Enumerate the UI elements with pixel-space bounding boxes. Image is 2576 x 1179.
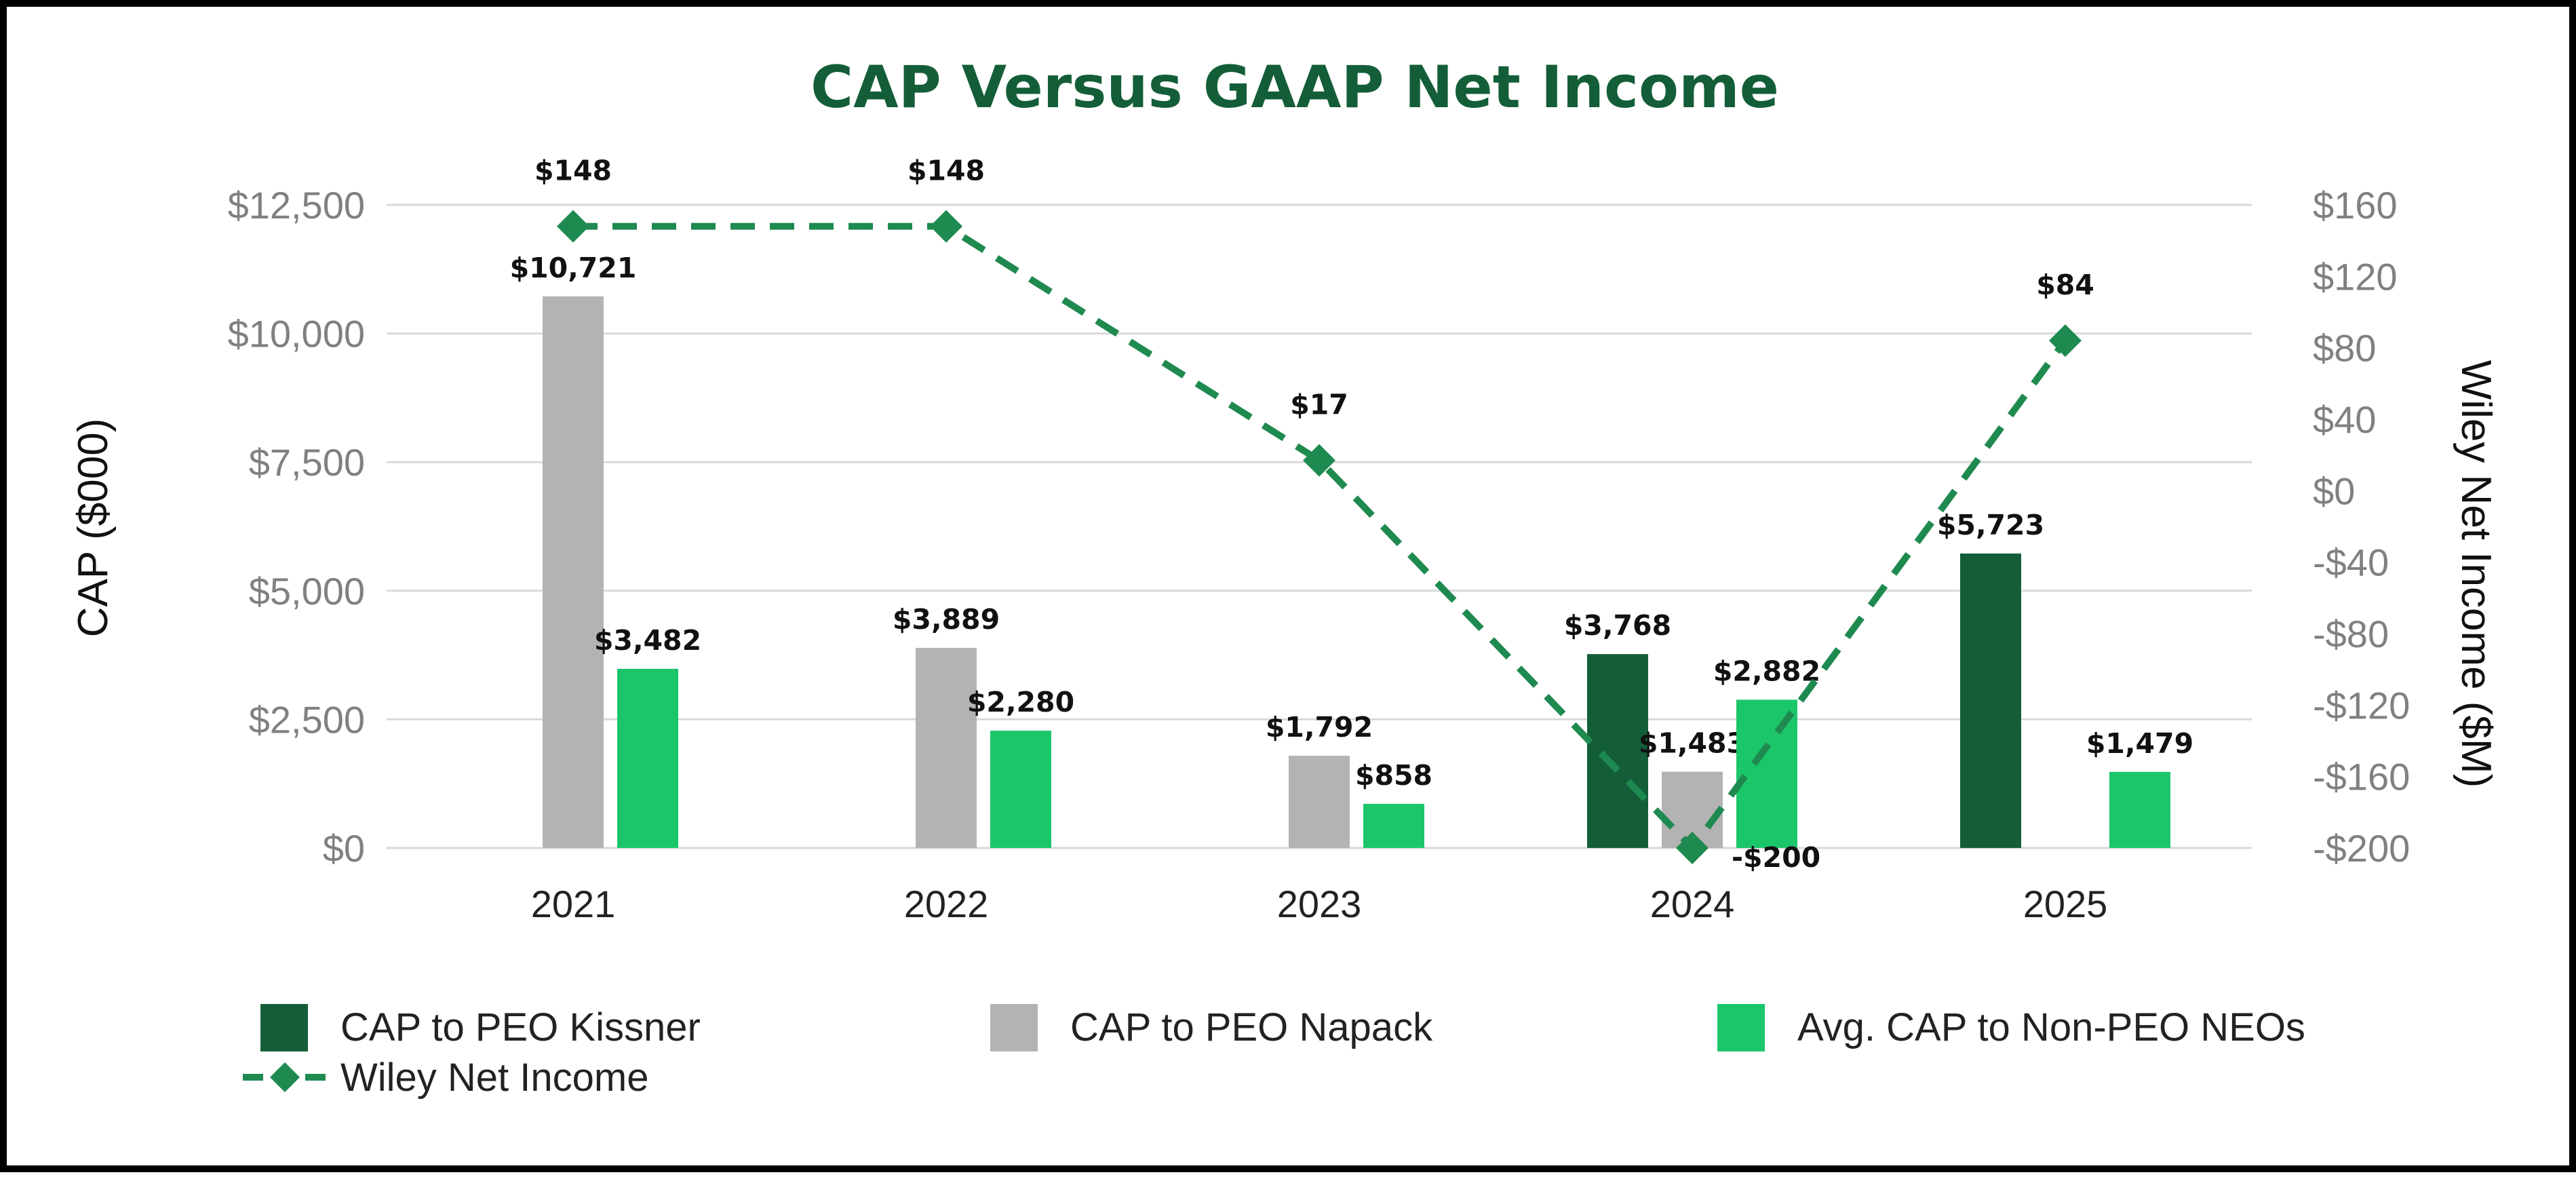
line-point <box>1676 832 1709 864</box>
bar <box>617 668 678 848</box>
y-axis-left: $0 $2,500 $5,000 $7,500 $10,000 $12,500 <box>228 184 365 870</box>
y-tick-label: $2,500 <box>249 698 365 741</box>
bar <box>916 648 977 848</box>
legend-swatch <box>990 1004 1038 1051</box>
chart-title: CAP Versus GAAP Net Income <box>811 54 1779 121</box>
y2-tick-label: $160 <box>2313 184 2398 227</box>
line-point <box>2049 324 2082 357</box>
line-point <box>1303 444 1335 477</box>
bar-data-label: $5,723 <box>1937 509 2044 541</box>
bar-data-label: $1,792 <box>1266 711 1373 743</box>
y-tick-label: $7,500 <box>249 441 365 484</box>
line-data-label: $148 <box>534 155 612 187</box>
bar <box>990 731 1051 848</box>
bar <box>543 296 604 848</box>
bar-data-label: $10,721 <box>510 252 637 284</box>
grid-layer <box>387 204 2252 849</box>
bar-data-label: $2,280 <box>967 686 1074 718</box>
y2-tick-label: -$40 <box>2313 541 2389 584</box>
chart-svg: CAP Versus GAAP Net Income $0 $2,500 $5,00… <box>70 54 2499 1100</box>
y-axis-title: CAP ($000) <box>70 419 117 638</box>
legend-label: Wiley Net Income <box>340 1056 648 1100</box>
line-series <box>573 223 2069 853</box>
legend-line-marker <box>270 1062 300 1092</box>
line-point <box>557 210 589 243</box>
legend-swatch <box>1717 1004 1765 1051</box>
bar-data-label: $1,479 <box>2086 727 2193 760</box>
bar <box>1289 756 1350 848</box>
y-tick-label: $10,000 <box>228 313 365 355</box>
y2-tick-label: -$160 <box>2313 756 2410 798</box>
bar-data-label: $858 <box>1355 759 1432 792</box>
bar-data-label: $1,483 <box>1639 727 1746 760</box>
legend: CAP to PEO Kissner CAP to PEO Napack Avg. … <box>243 1004 2305 1100</box>
x-axis: 2021 2022 2023 2024 2025 <box>531 883 2108 925</box>
legend-label: Avg. CAP to Non-PEO NEOs <box>1797 1005 2305 1049</box>
bar <box>1587 654 1648 848</box>
y-tick-label: $12,500 <box>228 184 365 227</box>
line-data-label: $84 <box>2036 269 2094 301</box>
line-layer: $148 $148 $17 -$200 $84 <box>534 155 2094 874</box>
line-data-label: $17 <box>1290 389 1348 421</box>
bar-data-label: $3,768 <box>1564 609 1671 642</box>
bars-layer: $3,768 $5,723 $10,721 $3,889 $1,792 $1,483 $3,… <box>510 252 2193 848</box>
y2-tick-label: $40 <box>2313 398 2376 441</box>
y-tick-label: $5,000 <box>249 570 365 613</box>
line-data-label: -$200 <box>1732 841 1820 874</box>
x-tick-label: 2021 <box>531 883 616 925</box>
bar <box>1363 803 1424 848</box>
bar-data-label: $3,482 <box>594 624 701 657</box>
bar <box>2109 771 2170 848</box>
y-tick-label: $0 <box>323 827 365 870</box>
x-tick-label: 2025 <box>2023 883 2108 925</box>
y2-tick-label: -$120 <box>2313 684 2410 727</box>
legend-label: CAP to PEO Napack <box>1070 1005 1433 1049</box>
x-tick-label: 2023 <box>1277 883 1362 925</box>
bar-data-label: $2,882 <box>1713 655 1820 687</box>
x-tick-label: 2022 <box>904 883 989 925</box>
line-point <box>930 210 962 243</box>
bar-data-label: $3,889 <box>893 603 1000 636</box>
bar <box>1960 553 2021 848</box>
y2-axis-title: Wiley Net Income ($M) <box>2453 360 2499 788</box>
legend-swatch <box>260 1004 308 1051</box>
x-tick-label: 2024 <box>1650 883 1735 925</box>
y2-tick-label: $0 <box>2313 469 2355 512</box>
y2-tick-label: $120 <box>2313 255 2398 298</box>
legend-label: CAP to PEO Kissner <box>340 1005 701 1049</box>
y2-tick-label: -$200 <box>2313 827 2410 870</box>
line-data-label: $148 <box>908 155 985 187</box>
y-axis-right: -$200 -$160 -$120 -$80 -$40 $0 $40 $80 $120 $160 <box>2313 184 2410 870</box>
y2-tick-label: -$80 <box>2313 613 2389 655</box>
y2-tick-label: $80 <box>2313 327 2376 370</box>
